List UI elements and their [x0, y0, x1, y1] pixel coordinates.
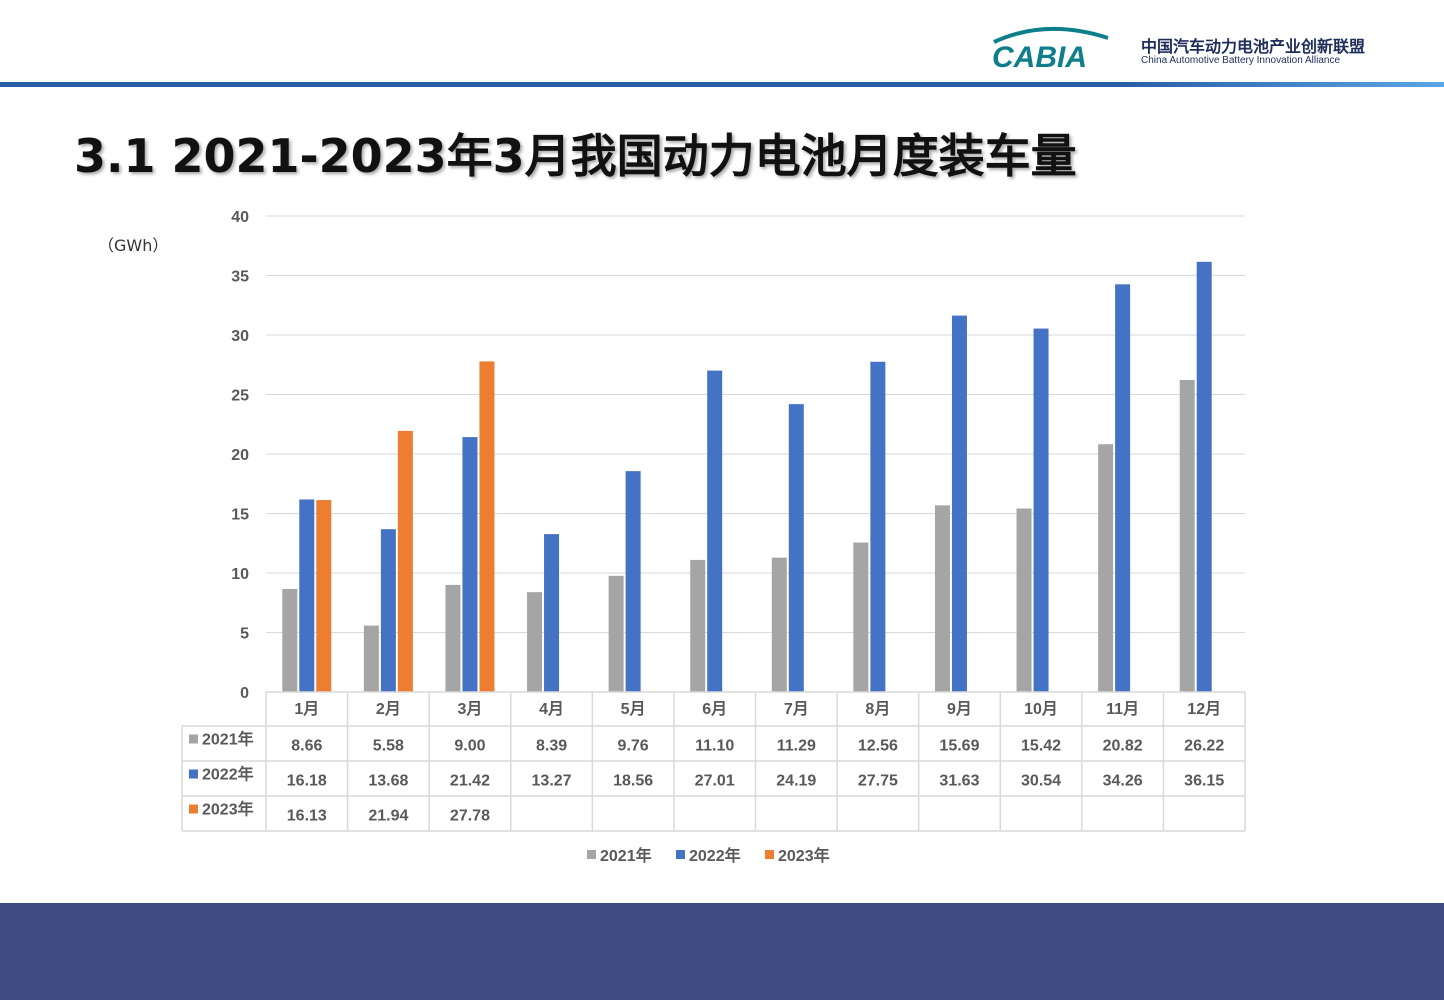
table-series-name: 2021年 [202, 730, 254, 749]
x-tick-label: 9月 [947, 700, 972, 718]
x-tick-label: 12月 [1187, 700, 1221, 718]
table-legend-key [189, 734, 198, 744]
y-tick-label: 15 [231, 507, 249, 524]
bar-1-3 [445, 584, 461, 692]
bar-2-10 [1033, 328, 1049, 692]
data-label: 21.94 [368, 808, 408, 825]
legend-label: 2021年 [600, 846, 652, 865]
data-label: 16.18 [287, 773, 327, 790]
legend-key [765, 850, 774, 859]
bar-3-1 [316, 500, 332, 692]
legend-key [587, 850, 596, 859]
data-label: 27.01 [695, 773, 735, 790]
x-tick-label: 2月 [376, 700, 401, 718]
bar-2-3 [462, 437, 478, 692]
y-tick-label: 30 [231, 328, 249, 345]
table-legend-key [189, 804, 198, 814]
table-series-name: 2023年 [202, 800, 254, 819]
bar-1-6 [690, 559, 706, 692]
header-rule [0, 82, 1444, 87]
data-label: 30.54 [1021, 773, 1061, 790]
legend-label: 2022年 [689, 846, 741, 865]
data-label: 27.78 [450, 808, 490, 825]
bar-2-9 [951, 315, 967, 692]
bar-1-1 [282, 588, 298, 692]
bar-3-2 [397, 430, 413, 692]
y-unit-label: （GWh） [98, 236, 169, 255]
data-label: 8.39 [536, 738, 567, 755]
data-label: 8.66 [291, 738, 322, 755]
bar-1-12 [1179, 379, 1195, 692]
page-title: 3.1 2021-2023年3月我国动力电池月度装车量 [74, 129, 1077, 183]
x-tick-label: 11月 [1106, 700, 1139, 718]
org-name-en: China Automotive Battery Innovation Alli… [1141, 55, 1341, 66]
data-label: 26.22 [1184, 738, 1224, 755]
data-label: 31.63 [939, 773, 979, 790]
table-legend-key [189, 769, 198, 779]
cabia-logo: CABIA 中国汽车动力电池产业创新联盟 China Automotive Ba… [986, 24, 1386, 74]
org-name-cn: 中国汽车动力电池产业创新联盟 [1141, 37, 1366, 56]
data-label: 11.29 [777, 738, 816, 755]
y-tick-label: 20 [231, 447, 249, 464]
y-tick-label: 25 [231, 388, 249, 405]
data-label: 34.26 [1103, 773, 1143, 790]
x-tick-label: 6月 [702, 700, 727, 718]
bar-2-4 [544, 534, 560, 692]
data-label: 13.68 [368, 773, 408, 790]
x-tick-label: 7月 [784, 700, 809, 718]
table-series-name: 2022年 [202, 765, 254, 784]
data-label: 9.76 [618, 738, 649, 755]
data-label: 36.15 [1184, 773, 1224, 790]
bar-1-10 [1016, 508, 1032, 692]
data-label: 11.10 [695, 738, 734, 755]
x-tick-label: 4月 [539, 700, 564, 718]
bar-1-4 [527, 592, 543, 692]
data-label: 15.42 [1021, 738, 1061, 755]
data-label: 13.27 [532, 773, 572, 790]
data-label: 27.75 [858, 773, 898, 790]
bar-2-8 [870, 361, 886, 692]
data-label: 21.42 [450, 773, 490, 790]
bar-2-7 [788, 404, 804, 692]
y-tick-label: 5 [240, 626, 249, 643]
y-tick-label: 10 [231, 566, 249, 583]
x-tick-label: 3月 [458, 700, 483, 718]
x-tick-label: 5月 [621, 700, 646, 718]
bar-2-1 [299, 499, 315, 692]
legend-label: 2023年 [778, 846, 830, 865]
data-label: 18.56 [613, 773, 653, 790]
y-tick-label: 40 [231, 209, 249, 226]
data-label: 5.58 [373, 738, 404, 755]
bar-2-2 [380, 529, 396, 692]
bar-1-7 [771, 557, 787, 692]
bar-2-6 [707, 370, 723, 692]
data-label: 24.19 [776, 773, 816, 790]
y-tick-label: 0 [240, 685, 249, 702]
y-tick-label: 35 [231, 269, 249, 286]
data-label: 9.00 [454, 738, 485, 755]
x-tick-label: 8月 [865, 700, 890, 718]
data-label: 16.13 [287, 808, 327, 825]
bar-3-3 [479, 361, 495, 692]
data-label: 20.82 [1103, 738, 1143, 755]
bar-1-2 [363, 625, 379, 692]
monthly-installation-chart: 0 5 10 15 20 25 30 35 40 1月 2月 3月 4月 5月 6月 7月 8月 9月 10月 11月… [181, 209, 1246, 865]
footer-band [0, 903, 1444, 1000]
bar-1-5 [608, 575, 624, 692]
data-label: 12.56 [858, 738, 898, 755]
legend-key [676, 850, 685, 859]
car-roof-icon: CABIA [992, 26, 1109, 74]
x-tick-label: 10月 [1024, 700, 1058, 718]
bar-2-12 [1196, 261, 1212, 692]
bar-1-11 [1098, 444, 1114, 692]
logo-text: CABIA [992, 41, 1087, 74]
bar-2-5 [625, 471, 641, 692]
data-label: 15.69 [939, 738, 979, 755]
bar-2-11 [1115, 284, 1131, 692]
x-tick-label: 1月 [294, 700, 319, 718]
bar-1-9 [934, 505, 950, 692]
bar-1-8 [853, 542, 869, 692]
